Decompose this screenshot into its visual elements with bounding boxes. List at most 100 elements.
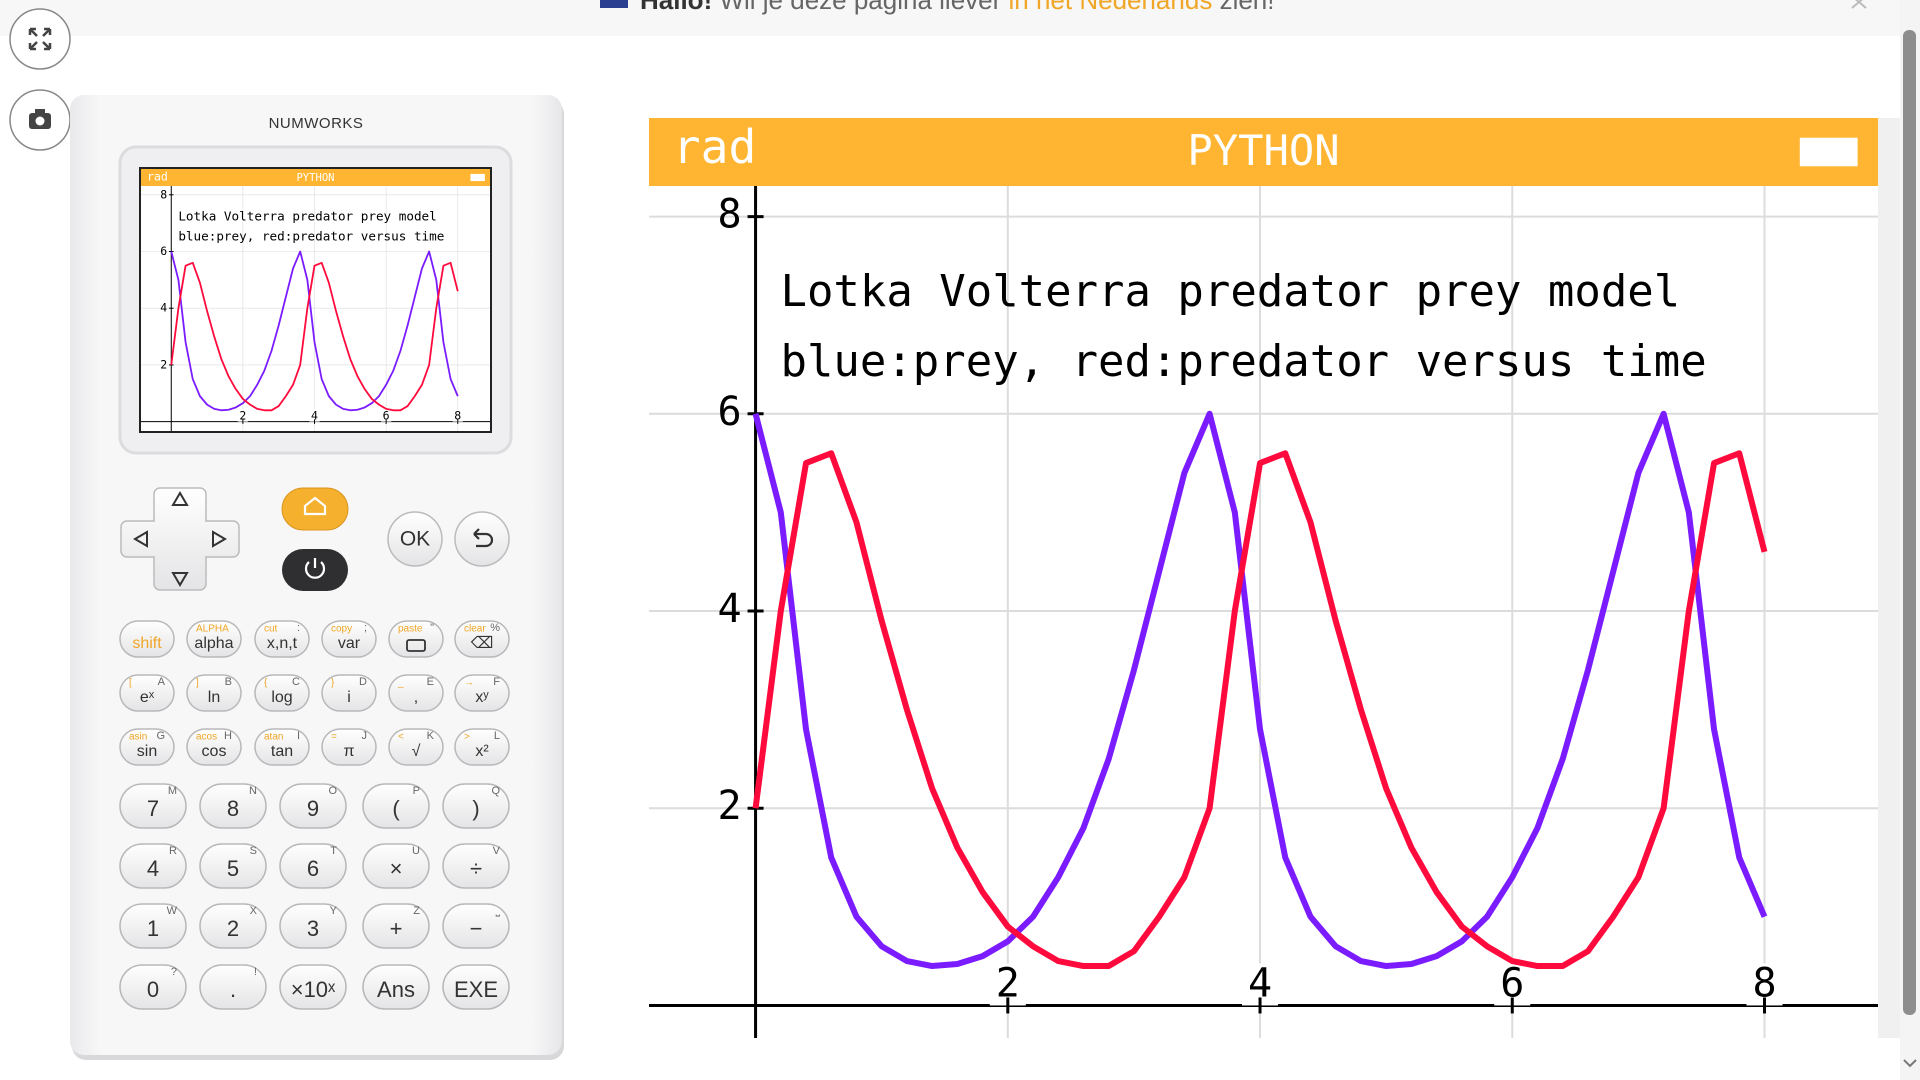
key[interactable] [321, 674, 377, 712]
key[interactable] [254, 674, 310, 712]
key[interactable] [279, 783, 347, 829]
series-line [170, 250, 459, 412]
key-alt-label: cut [264, 624, 278, 635]
key[interactable] [362, 843, 430, 889]
banner-greeting: Hallo! [640, 0, 712, 15]
x-tick-label: 8 [1752, 960, 1776, 1006]
key-alpha-label: J [362, 730, 368, 742]
camera-top [35, 109, 45, 114]
key-label: + [390, 916, 403, 941]
ok-key[interactable] [387, 511, 443, 567]
key[interactable] [199, 843, 267, 889]
key[interactable] [442, 783, 510, 829]
fullscreen-button[interactable] [9, 8, 71, 70]
key-label: 0 [147, 977, 159, 1002]
key[interactable] [186, 728, 242, 766]
key-alpha-label: V [493, 845, 501, 857]
key[interactable] [279, 903, 347, 949]
key-label: √ [412, 743, 421, 760]
key-alt-label: _ [397, 678, 404, 689]
key[interactable] [199, 783, 267, 829]
key-label: × [390, 856, 403, 881]
key[interactable] [119, 843, 187, 889]
key[interactable] [321, 620, 377, 658]
key[interactable] [442, 903, 510, 949]
key[interactable] [254, 728, 310, 766]
key[interactable] [279, 964, 347, 1010]
key-label: 8 [227, 796, 239, 821]
key-label: var [338, 635, 361, 652]
key-alpha-label: E [427, 676, 434, 688]
key-alpha-label: R [169, 845, 177, 857]
key-alt-label: = [331, 732, 337, 743]
key[interactable] [362, 783, 430, 829]
x-tick-label: 6 [383, 408, 390, 422]
screen-margin [1878, 118, 1900, 1038]
key-alpha-label: B [225, 676, 232, 688]
home-key[interactable] [281, 487, 349, 531]
key-label: tan [271, 743, 293, 760]
key-alpha-label: D [359, 676, 367, 688]
key-alt-label: < [398, 732, 404, 743]
key[interactable] [388, 728, 444, 766]
header-mode: rad [673, 120, 757, 174]
key[interactable] [119, 783, 187, 829]
scroll-down[interactable] [1903, 1059, 1917, 1068]
back-icon [473, 528, 494, 548]
key[interactable] [254, 620, 310, 658]
key[interactable] [186, 620, 242, 658]
x-tick-label: 2 [996, 960, 1020, 1006]
scrollbar-thumb[interactable] [1903, 30, 1916, 1015]
x-tick-label: 8 [454, 408, 461, 422]
key[interactable] [199, 964, 267, 1010]
x-tick-label: 2 [239, 408, 246, 422]
key[interactable] [362, 903, 430, 949]
key-alt-label: } [331, 678, 335, 689]
back-key[interactable] [454, 511, 510, 567]
y-tick-label: 8 [160, 187, 167, 201]
power-key[interactable] [282, 549, 348, 591]
dpad[interactable] [120, 487, 240, 591]
key[interactable] [454, 620, 510, 658]
key-label: ⌫ [471, 635, 494, 652]
key[interactable] [454, 674, 510, 712]
key[interactable] [362, 964, 430, 1010]
screen-header [141, 169, 490, 186]
key-label: log [271, 689, 292, 706]
key[interactable] [321, 728, 377, 766]
banner-close[interactable] [1851, 0, 1867, 9]
key[interactable] [119, 674, 175, 712]
key-alpha-label: T [330, 845, 337, 857]
x-tick-label: 4 [311, 408, 318, 422]
key[interactable] [186, 674, 242, 712]
key[interactable] [119, 903, 187, 949]
y-tick-label: 2 [717, 783, 741, 829]
key-alt-label: → [464, 678, 474, 689]
key[interactable] [388, 620, 444, 658]
y-tick-label: 8 [717, 192, 741, 238]
key-alt-label: clear [464, 624, 486, 635]
banner-link[interactable]: in het Nederlands [1009, 0, 1213, 15]
key-alt-label: { [264, 678, 268, 689]
key[interactable] [388, 674, 444, 712]
key[interactable] [119, 964, 187, 1010]
key[interactable] [119, 728, 175, 766]
key[interactable] [119, 620, 175, 658]
key-label: cos [202, 743, 227, 760]
y-tick-label: 6 [717, 389, 741, 435]
key-alpha-label: : [297, 622, 300, 634]
key-alpha-label: Q [491, 785, 500, 797]
key-label: sin [137, 743, 157, 760]
banner-text-before: Wil je deze pagina liever [719, 0, 1001, 15]
key[interactable] [279, 843, 347, 889]
key[interactable] [442, 964, 510, 1010]
key-label: , [414, 689, 418, 706]
x-tick-label: 4 [1248, 960, 1272, 1006]
key[interactable] [442, 843, 510, 889]
key[interactable] [199, 903, 267, 949]
key[interactable] [454, 728, 510, 766]
banner-text-after: zien! [1220, 0, 1275, 15]
key-alpha-label: Z [413, 905, 420, 917]
key-alt-label: atan [264, 732, 283, 743]
key-alpha-label: N [249, 785, 257, 797]
